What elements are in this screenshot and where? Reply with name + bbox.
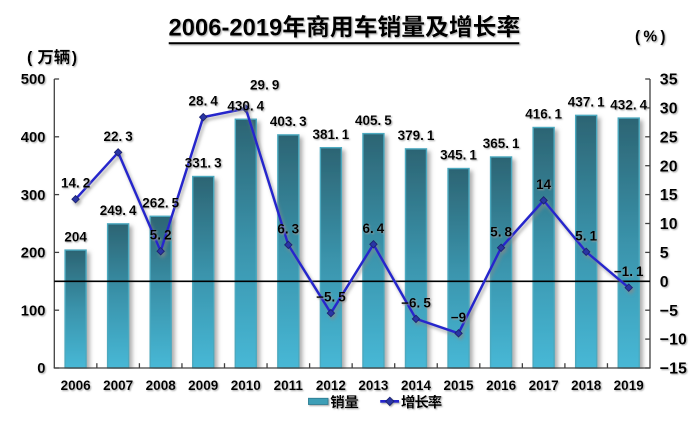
svg-text:(: ( <box>27 50 33 67</box>
svg-text:365.1: 365. 1 <box>483 136 520 151</box>
svg-text:5: 5 <box>660 245 669 262</box>
svg-text:204: 204 <box>64 229 87 244</box>
svg-text:0: 0 <box>37 361 45 377</box>
svg-text:331.3: 331. 3 <box>185 156 222 171</box>
svg-text:2017: 2017 <box>529 378 559 393</box>
svg-text:−5: −5 <box>660 303 678 320</box>
svg-text:403.3: 403. 3 <box>270 114 307 129</box>
svg-text:−5.5: −5. 5 <box>316 290 346 305</box>
svg-text:30: 30 <box>660 101 678 118</box>
svg-text:−15: −15 <box>660 361 687 378</box>
svg-text:−9: −9 <box>451 310 466 325</box>
svg-text:−6.5: −6. 5 <box>401 295 431 310</box>
svg-text:2006-2019: 2006-2019 <box>169 14 283 41</box>
svg-text:6.3: 6. 3 <box>277 221 299 236</box>
svg-text:25: 25 <box>660 129 678 146</box>
svg-text:14: 14 <box>536 177 552 192</box>
svg-text:5.1: 5. 1 <box>575 228 597 243</box>
svg-text:2012: 2012 <box>316 378 346 393</box>
svg-text:2006: 2006 <box>61 378 92 393</box>
svg-text:2008: 2008 <box>146 378 177 393</box>
svg-text:10: 10 <box>660 216 678 233</box>
svg-text:28.4: 28. 4 <box>189 94 219 109</box>
svg-text:6.4: 6. 4 <box>363 221 385 236</box>
svg-text:5.2: 5. 2 <box>150 228 172 243</box>
svg-text:−1.1: −1. 1 <box>614 264 644 279</box>
svg-text:14.2: 14. 2 <box>61 176 90 191</box>
svg-text:29.9: 29. 9 <box>250 78 279 93</box>
svg-text:249.4: 249. 4 <box>100 203 137 218</box>
svg-text:0: 0 <box>660 274 669 291</box>
svg-text:2016: 2016 <box>486 378 517 393</box>
svg-text:22.3: 22. 3 <box>103 129 133 144</box>
svg-text:2015: 2015 <box>443 378 474 393</box>
svg-text:100: 100 <box>21 303 46 319</box>
svg-text:2009: 2009 <box>188 378 218 393</box>
svg-text:2013: 2013 <box>358 378 389 393</box>
svg-text:2007: 2007 <box>103 378 133 393</box>
svg-text:15: 15 <box>660 187 678 204</box>
svg-text:2010: 2010 <box>231 378 261 393</box>
svg-text:437.1: 437. 1 <box>568 95 605 110</box>
svg-text:432.4: 432. 4 <box>610 97 647 112</box>
svg-text:5.8: 5. 8 <box>490 224 512 239</box>
svg-text:379.1: 379. 1 <box>398 128 435 143</box>
svg-text:345.1: 345. 1 <box>440 148 477 163</box>
svg-text:2011: 2011 <box>274 378 304 393</box>
svg-text:381.1: 381. 1 <box>313 127 350 142</box>
svg-text:): ) <box>72 50 77 67</box>
svg-text:35: 35 <box>660 72 678 89</box>
svg-text:262.5: 262. 5 <box>142 196 179 211</box>
svg-text:405.5: 405. 5 <box>355 113 392 128</box>
svg-text:20: 20 <box>660 158 678 175</box>
svg-text:500: 500 <box>21 72 46 88</box>
svg-text:416.1: 416. 1 <box>525 107 562 122</box>
svg-text:−10: −10 <box>660 332 687 349</box>
svg-text:(%): (%) <box>635 28 669 45</box>
svg-text:400: 400 <box>21 130 46 146</box>
svg-text:300: 300 <box>21 188 46 204</box>
svg-text:2014: 2014 <box>401 378 432 393</box>
svg-text:200: 200 <box>21 246 46 262</box>
svg-text:2018: 2018 <box>571 378 602 393</box>
svg-text:2019: 2019 <box>614 378 644 393</box>
svg-text:430.4: 430. 4 <box>227 98 264 113</box>
